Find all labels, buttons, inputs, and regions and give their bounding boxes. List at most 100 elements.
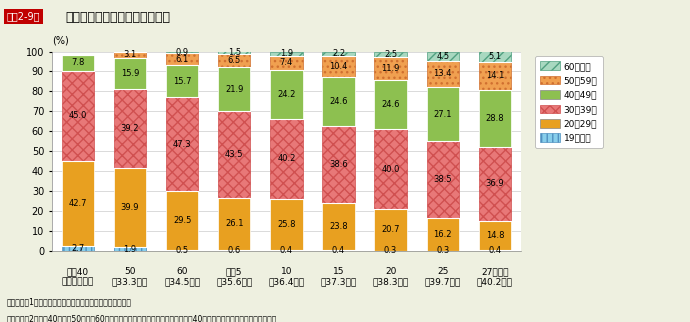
Bar	[375, 209, 407, 251]
Bar	[270, 55, 302, 70]
Text: 2　昭和40、昭和50年は「60歳以上」の統計が存在しない。また、昭和40年は平均年齢の統計が存在しない。: 2 昭和40、昭和50年は「60歳以上」の統計が存在しない。また、昭和40年は平…	[7, 314, 277, 322]
Text: 0.3: 0.3	[436, 246, 449, 255]
Text: 1.5: 1.5	[228, 48, 241, 57]
Bar	[61, 55, 94, 71]
Text: (%): (%)	[52, 35, 68, 45]
Text: 0.6: 0.6	[228, 246, 241, 255]
Text: 39.2: 39.2	[121, 124, 139, 133]
Text: 23.8: 23.8	[329, 222, 348, 231]
Bar	[218, 51, 250, 54]
Bar	[479, 90, 511, 147]
Text: 1.9: 1.9	[124, 245, 137, 254]
Bar	[166, 53, 198, 65]
Text: （36.4歳）: （36.4歳）	[268, 277, 304, 286]
Bar	[322, 52, 355, 56]
Text: 1.9: 1.9	[279, 49, 293, 58]
Text: 6.5: 6.5	[228, 56, 241, 65]
Bar	[218, 67, 250, 111]
Text: 43.5: 43.5	[225, 150, 244, 159]
Bar	[61, 246, 94, 251]
Text: 26.1: 26.1	[225, 219, 244, 228]
Bar	[166, 52, 198, 53]
Text: 38.6: 38.6	[329, 160, 348, 169]
Text: 2.5: 2.5	[384, 50, 397, 59]
Text: 14.8: 14.8	[486, 231, 504, 240]
Bar	[479, 221, 511, 251]
Text: 昭和40: 昭和40	[67, 267, 89, 276]
Bar	[479, 51, 511, 62]
Text: 21.9: 21.9	[225, 85, 244, 94]
Bar	[375, 52, 407, 57]
Text: 15.9: 15.9	[121, 69, 139, 78]
Text: 20.7: 20.7	[382, 225, 400, 234]
Bar	[166, 65, 198, 97]
Text: 7.4: 7.4	[279, 58, 293, 67]
Text: 13.4: 13.4	[433, 69, 452, 78]
Bar	[61, 71, 94, 161]
Text: 10.4: 10.4	[329, 62, 348, 71]
Text: 50: 50	[124, 267, 136, 276]
Bar	[114, 168, 146, 247]
Bar	[322, 77, 355, 126]
Text: 27（年）: 27（年）	[481, 267, 509, 276]
Bar	[218, 54, 250, 67]
Bar	[479, 62, 511, 90]
Bar	[270, 70, 302, 118]
Bar	[114, 58, 146, 90]
Bar	[375, 57, 407, 80]
Text: （備考）　1　「消防防災・震災対策現況調査」により作成: （備考） 1 「消防防災・震災対策現況調査」により作成	[7, 298, 132, 307]
Text: （39.7歳）: （39.7歳）	[424, 277, 461, 286]
Bar	[166, 191, 198, 250]
Bar	[114, 90, 146, 168]
Text: 2.2: 2.2	[332, 49, 345, 58]
Bar	[426, 52, 459, 61]
Text: 25: 25	[437, 267, 448, 276]
Bar	[114, 52, 146, 58]
Bar	[322, 56, 355, 77]
Text: 15: 15	[333, 267, 344, 276]
Bar	[166, 250, 198, 251]
Text: 14.1: 14.1	[486, 71, 504, 80]
Bar	[426, 87, 459, 141]
Text: 6.1: 6.1	[175, 55, 188, 64]
Text: （40.2歳）: （40.2歳）	[477, 277, 513, 286]
Bar	[426, 61, 459, 87]
Text: 特集2-9図: 特集2-9図	[7, 11, 41, 21]
Text: 60: 60	[177, 267, 188, 276]
Text: 4.5: 4.5	[436, 52, 449, 61]
Bar	[270, 199, 302, 251]
Text: 27.1: 27.1	[433, 110, 452, 119]
Text: 0.9: 0.9	[175, 48, 188, 57]
Bar	[166, 97, 198, 191]
Text: 38.5: 38.5	[433, 175, 452, 184]
Text: 40.0: 40.0	[382, 165, 400, 174]
Text: （37.3歳）: （37.3歳）	[320, 277, 357, 286]
Bar	[218, 111, 250, 198]
Text: （34.5歳）: （34.5歳）	[164, 277, 200, 286]
Text: 平成5: 平成5	[226, 267, 242, 276]
Text: （38.3歳）: （38.3歳）	[373, 277, 408, 286]
Legend: 60歳以上, 50〜59歳, 40〜49歳, 30〜39歳, 20〜29歳, 19歳以下: 60歳以上, 50〜59歳, 40〜49歳, 30〜39歳, 20〜29歳, 1…	[535, 56, 603, 148]
Text: 45.0: 45.0	[68, 111, 87, 120]
Text: （平均年齢）: （平均年齢）	[61, 277, 94, 286]
Text: 29.5: 29.5	[173, 216, 191, 225]
Text: 7.8: 7.8	[71, 58, 84, 67]
Bar	[426, 218, 459, 251]
Text: 0.5: 0.5	[175, 246, 188, 255]
Bar	[322, 203, 355, 251]
Text: （35.6歳）: （35.6歳）	[216, 277, 253, 286]
Text: 47.3: 47.3	[172, 139, 191, 148]
Text: 10: 10	[281, 267, 292, 276]
Bar	[270, 52, 302, 55]
Bar	[375, 129, 407, 209]
Text: 3.1: 3.1	[124, 50, 137, 59]
Text: 15.7: 15.7	[172, 77, 191, 86]
Text: 0.3: 0.3	[384, 246, 397, 255]
Text: 0.4: 0.4	[279, 246, 293, 255]
Text: 11.9: 11.9	[382, 64, 400, 73]
Text: 24.6: 24.6	[329, 97, 348, 106]
Bar	[61, 161, 94, 246]
Text: 36.9: 36.9	[486, 179, 504, 188]
Text: 28.8: 28.8	[486, 114, 504, 123]
Text: 42.7: 42.7	[68, 199, 87, 208]
